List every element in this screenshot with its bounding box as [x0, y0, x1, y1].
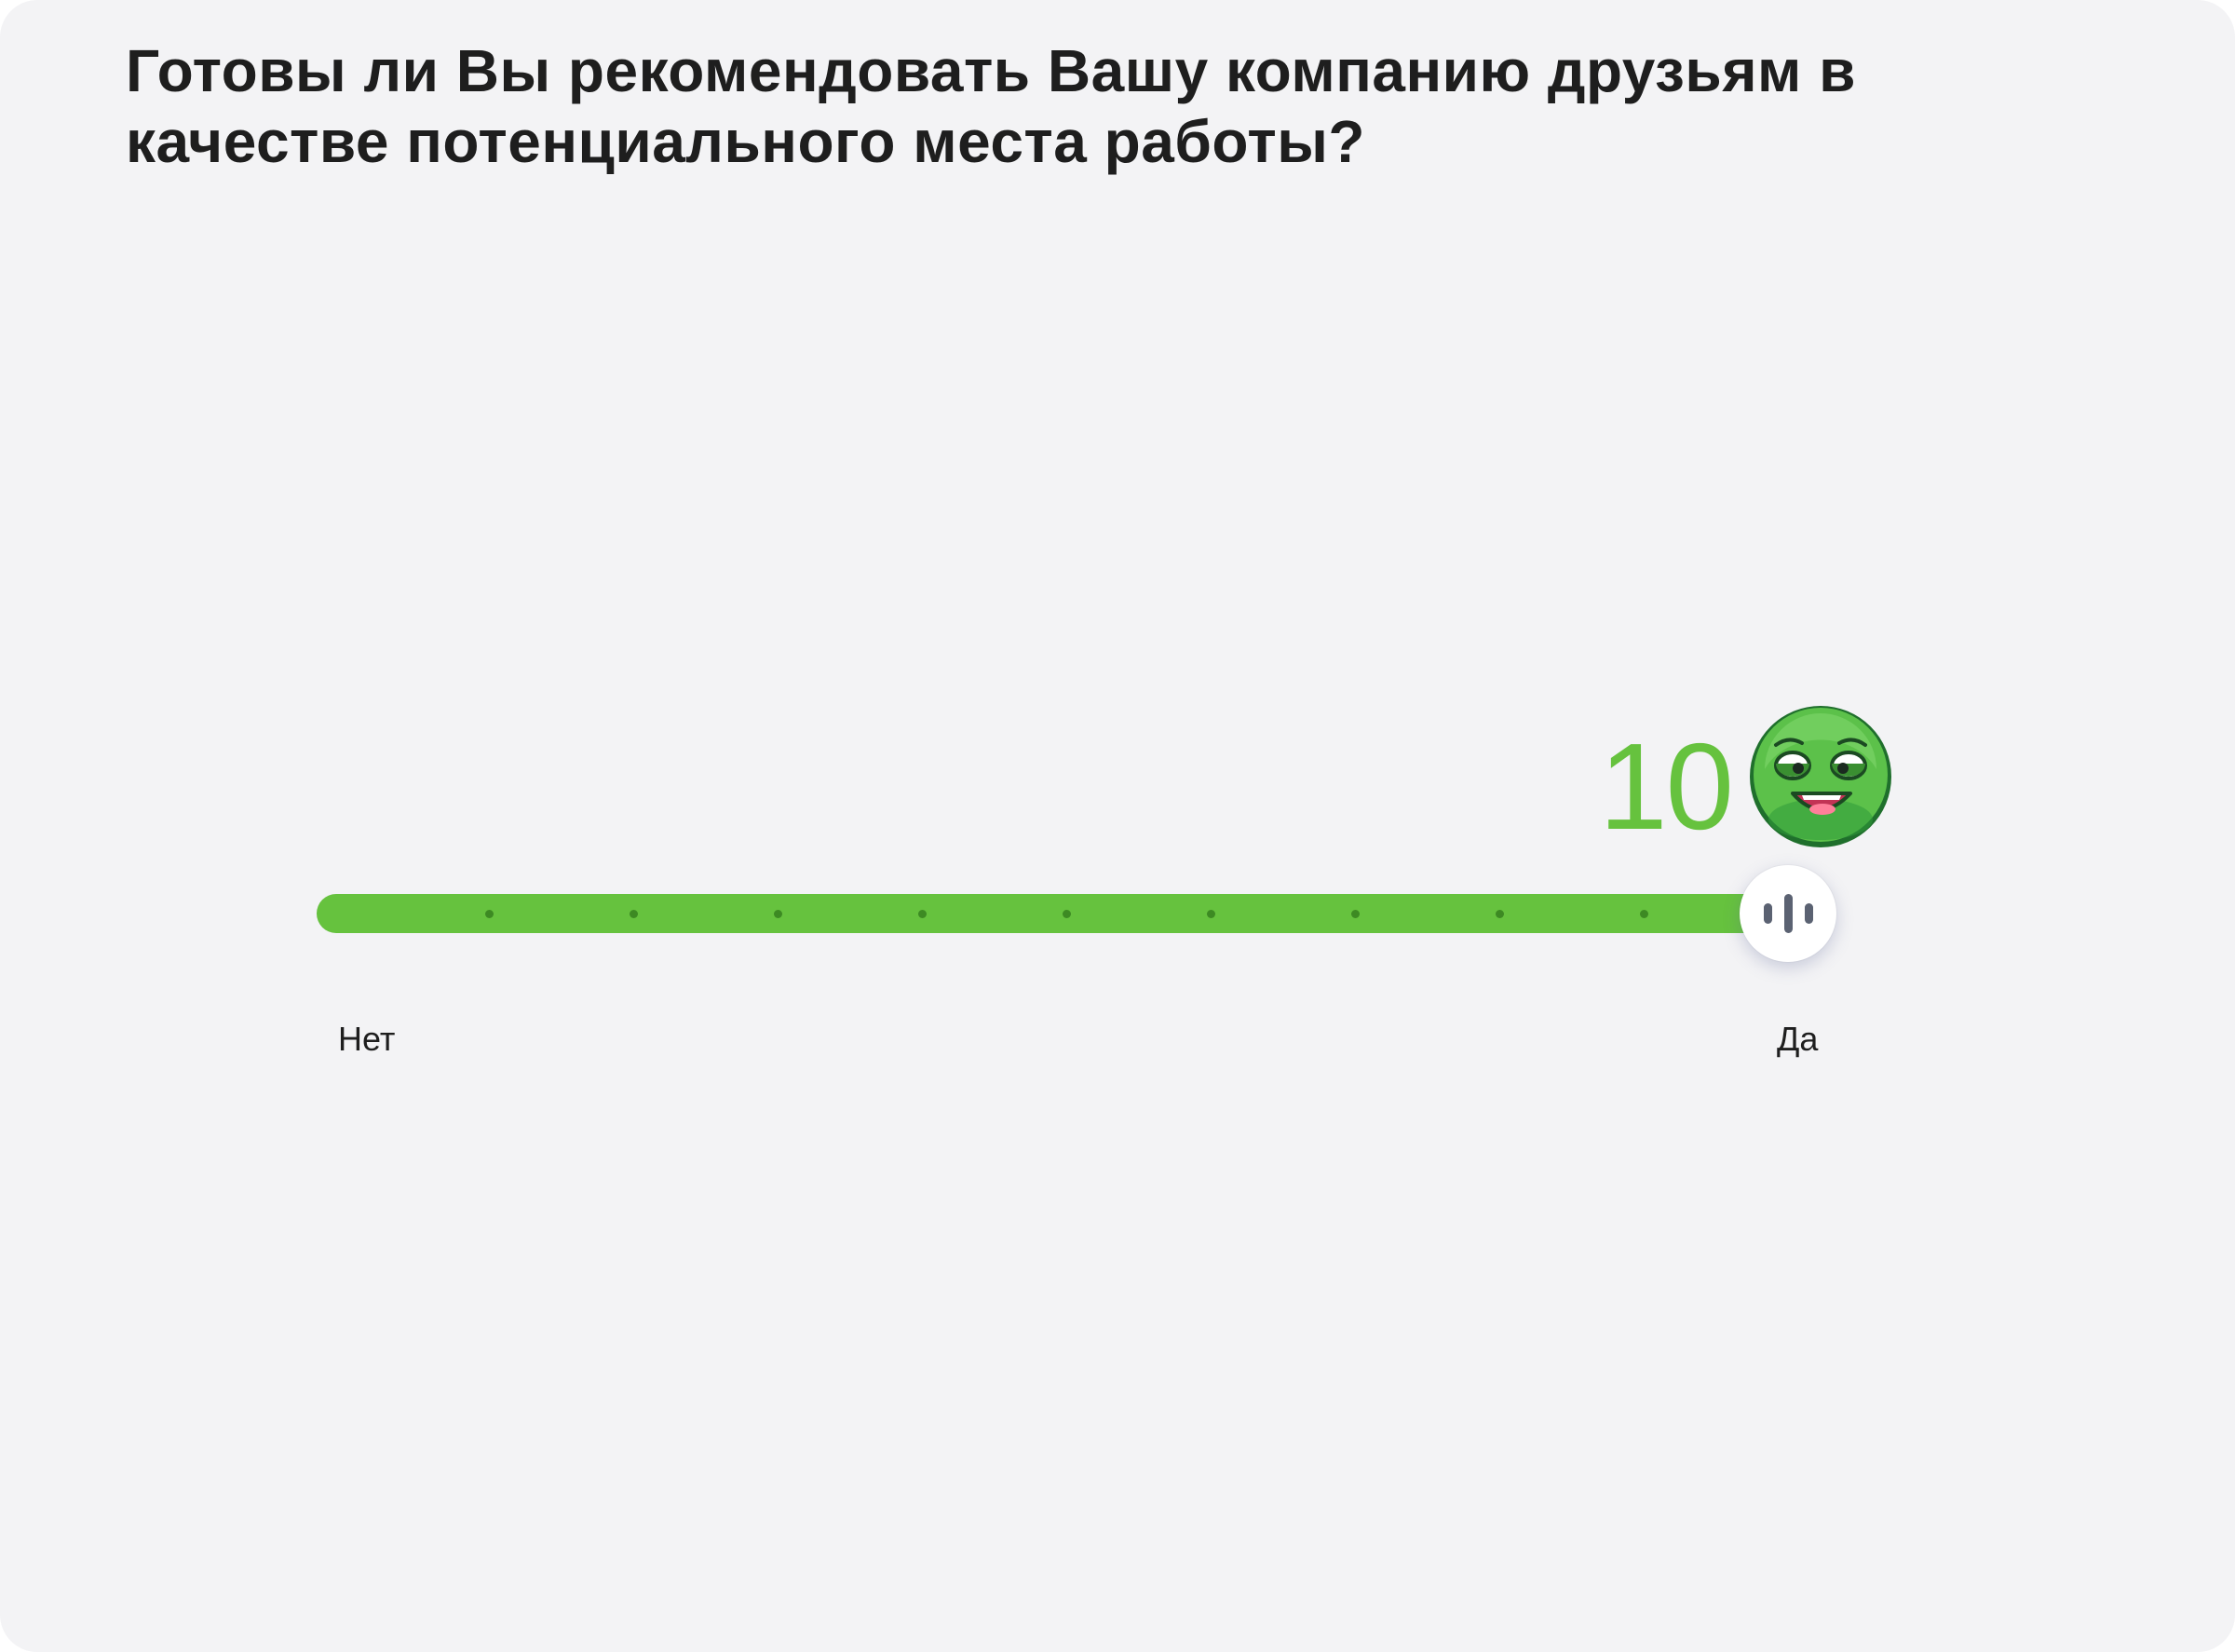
- grip-lines-icon: [1763, 903, 1772, 924]
- slider-tick: [629, 910, 638, 918]
- rating-value: 10: [1599, 718, 1734, 855]
- slider-tick: [1495, 910, 1504, 918]
- slider-thumb[interactable]: [1740, 865, 1836, 962]
- question-text: Готовы ли Вы рекомендовать Вашу компанию…: [126, 37, 1856, 175]
- max-label: Да: [1777, 1020, 1819, 1058]
- happy-face-icon: [1750, 706, 1891, 847]
- slider-tick: [917, 910, 927, 918]
- rating-slider[interactable]: [317, 865, 1836, 962]
- slider-tick: [484, 910, 494, 918]
- grip-lines-icon: [1804, 903, 1813, 924]
- min-label: Нет: [338, 1020, 396, 1058]
- grip-lines-icon: [1783, 894, 1793, 933]
- slider-tick: [1350, 910, 1360, 918]
- slider-tick: [773, 910, 782, 918]
- slider-tick: [1062, 910, 1071, 918]
- slider-tick: [1206, 910, 1215, 918]
- slider-tick: [1639, 910, 1648, 918]
